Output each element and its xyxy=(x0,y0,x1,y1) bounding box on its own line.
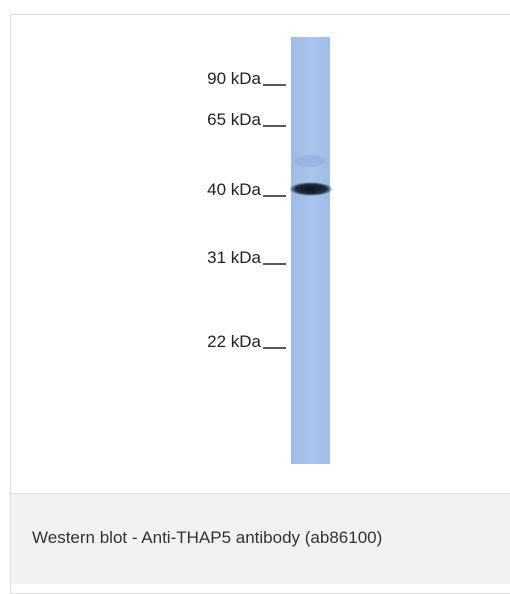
band xyxy=(289,182,333,196)
marker-label: 22 kDa xyxy=(207,332,261,351)
blot-figure: 90 kDa 65 kDa 40 kDa 31 kDa 22 kDa xyxy=(11,15,510,493)
marker-label: 90 kDa xyxy=(207,69,261,88)
lane xyxy=(291,37,330,464)
page: 90 kDa 65 kDa 40 kDa 31 kDa 22 kDa Western b… xyxy=(0,0,510,579)
faint-band xyxy=(295,155,325,167)
blot-image: 90 kDa 65 kDa 40 kDa 31 kDa 22 kDa xyxy=(11,15,510,493)
caption: Western blot - Anti-THAP5 antibody (ab86… xyxy=(32,528,382,548)
figure-card: 90 kDa 65 kDa 40 kDa 31 kDa 22 kDa Western b… xyxy=(10,14,510,594)
marker-label: 40 kDa xyxy=(207,180,261,199)
marker-label: 65 kDa xyxy=(207,110,261,129)
caption-bar: Western blot - Anti-THAP5 antibody (ab86… xyxy=(11,493,510,584)
marker-label: 31 kDa xyxy=(207,248,261,267)
